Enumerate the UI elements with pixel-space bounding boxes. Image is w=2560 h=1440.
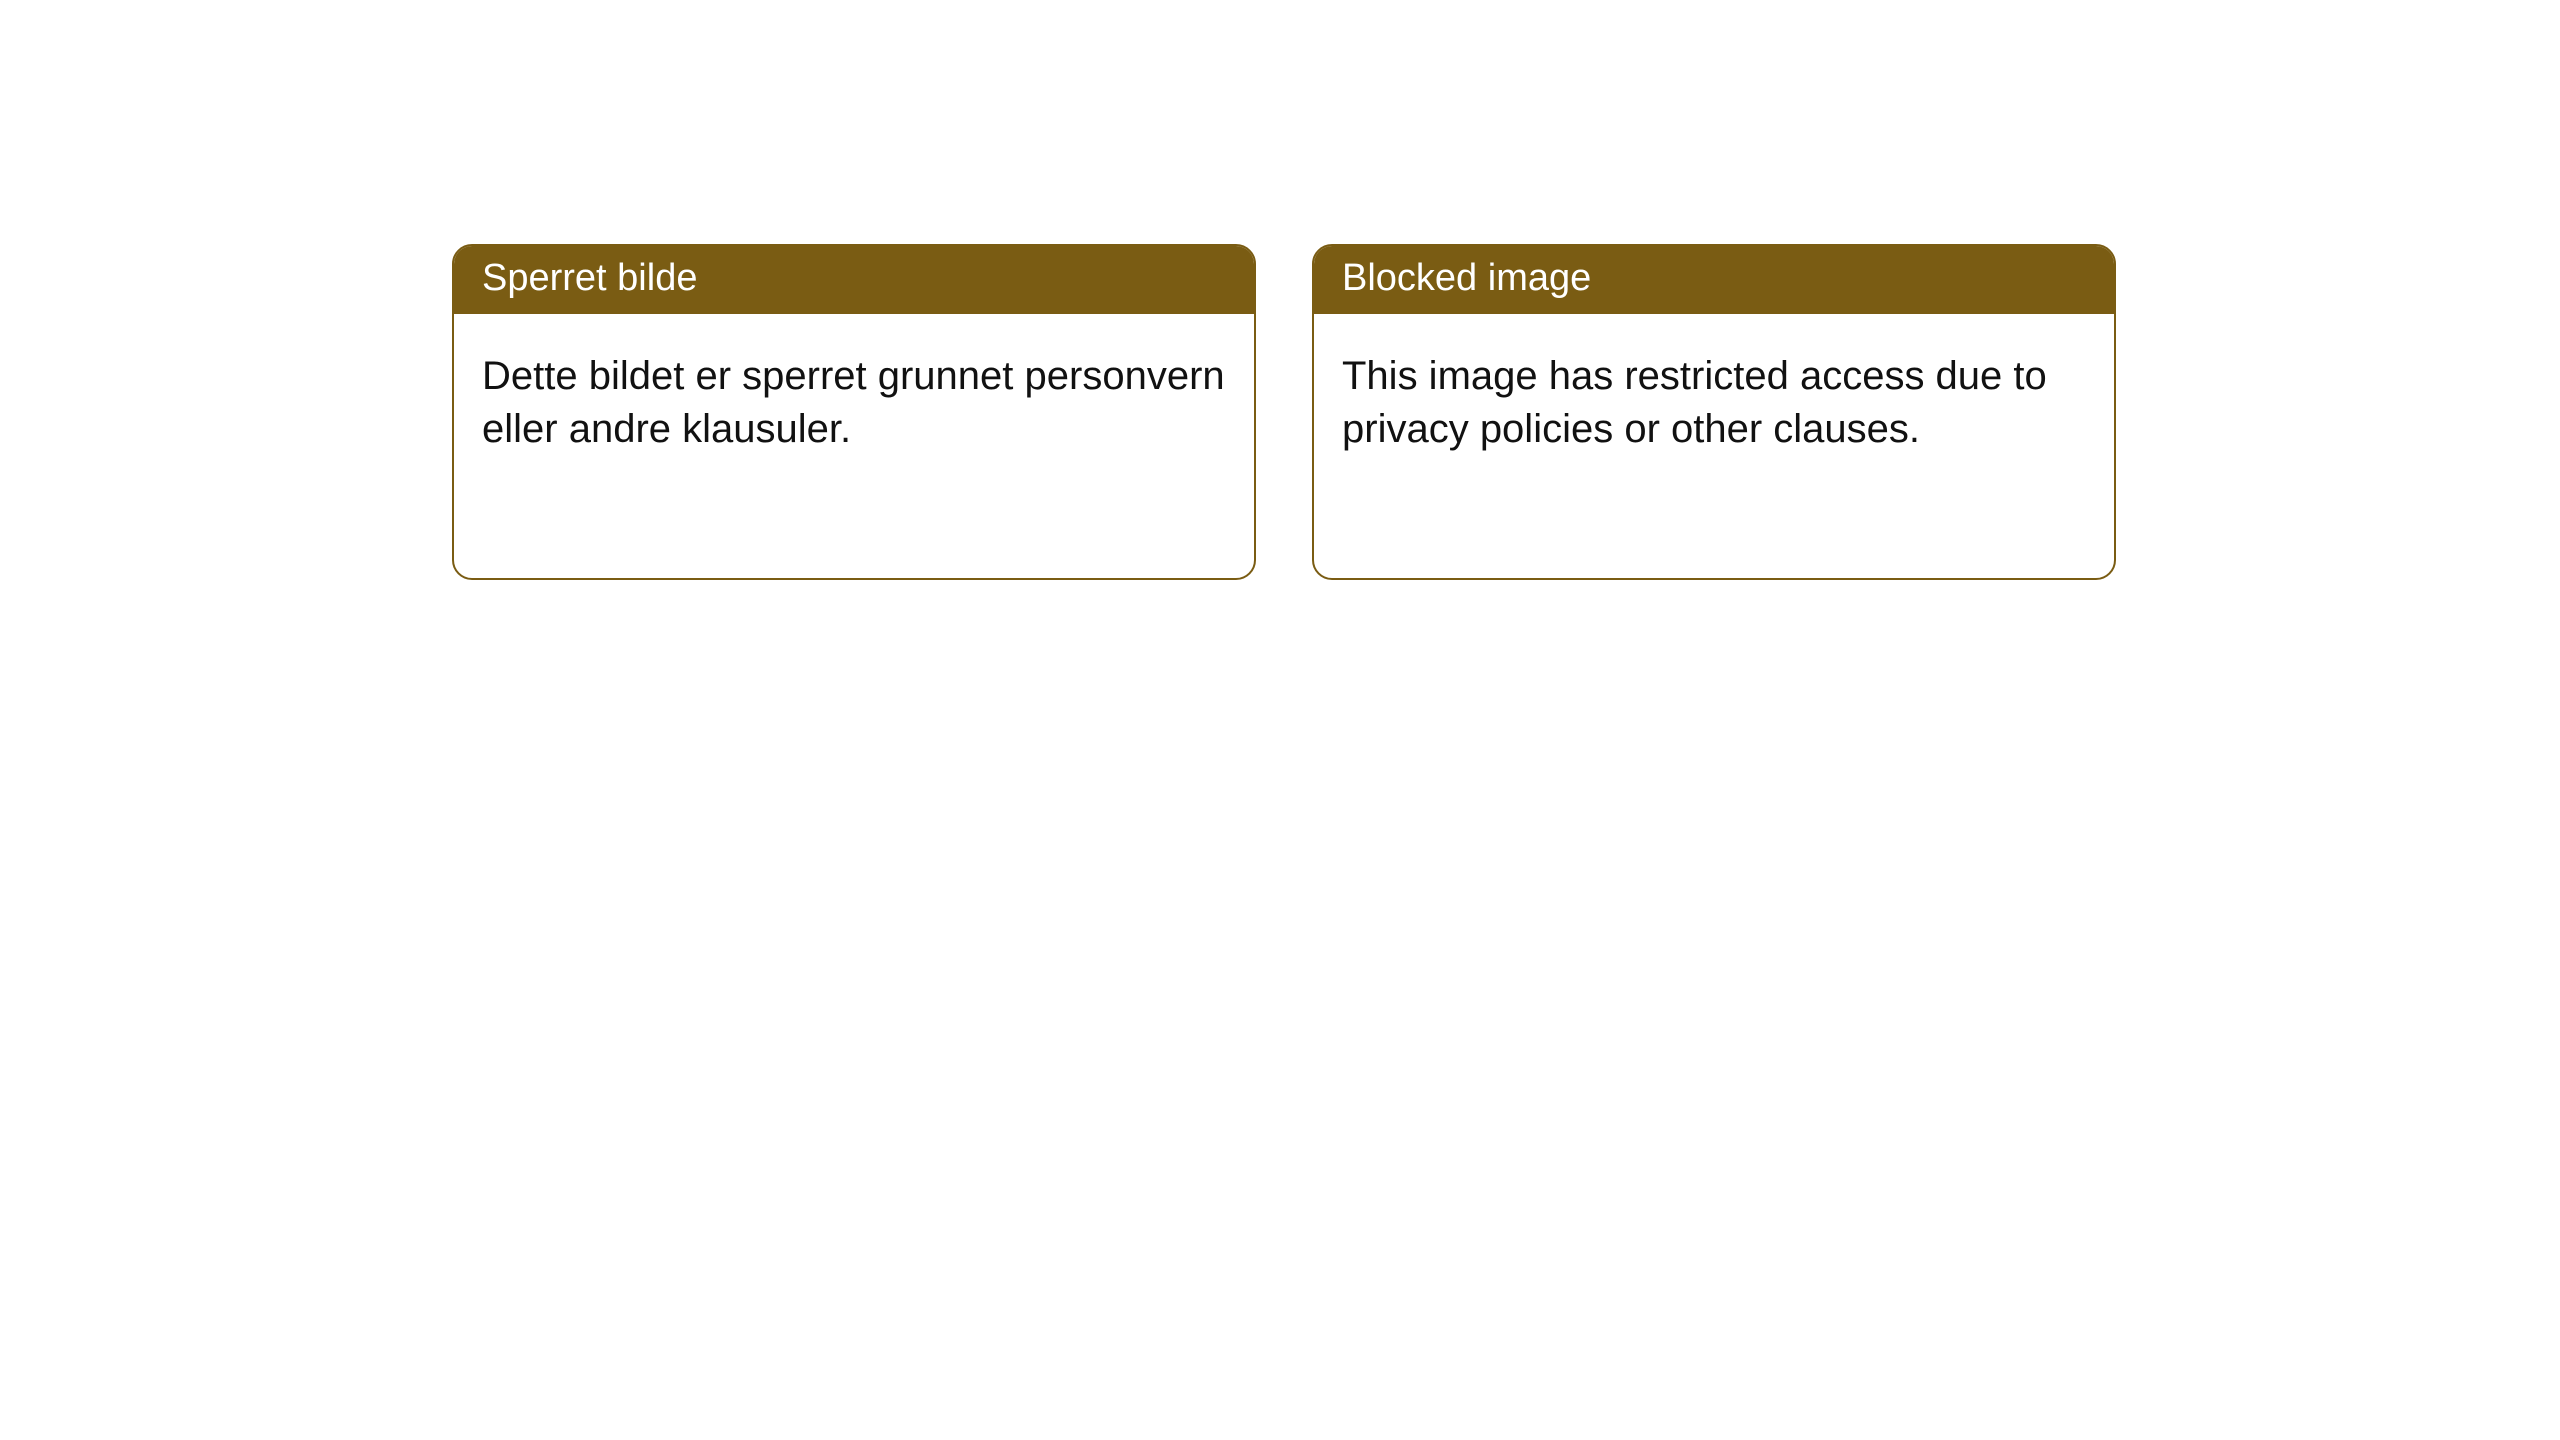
notice-card-english: Blocked image This image has restricted …: [1312, 244, 2116, 580]
notice-card-norwegian: Sperret bilde Dette bildet er sperret gr…: [452, 244, 1256, 580]
notice-cards-container: Sperret bilde Dette bildet er sperret gr…: [0, 0, 2560, 580]
notice-card-body: This image has restricted access due to …: [1314, 314, 2114, 484]
notice-card-title: Sperret bilde: [454, 246, 1254, 314]
notice-card-body: Dette bildet er sperret grunnet personve…: [454, 314, 1254, 484]
notice-card-title: Blocked image: [1314, 246, 2114, 314]
